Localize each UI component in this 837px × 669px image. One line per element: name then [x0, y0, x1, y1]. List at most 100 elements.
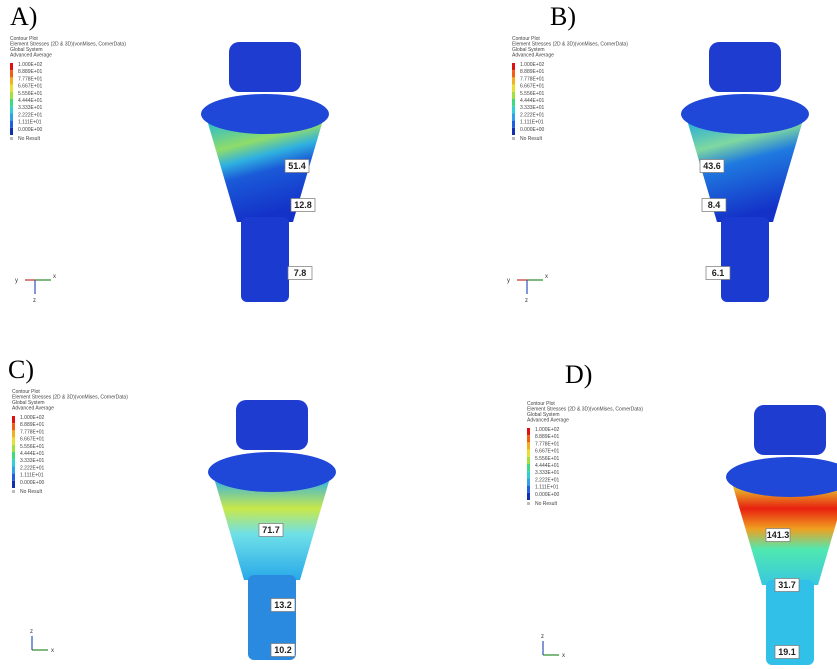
legend-value: 2.222E+01: [535, 477, 560, 483]
abutment-stem: [721, 217, 769, 302]
abutment-cap: [709, 42, 781, 92]
legend-value: 0.000E+00: [520, 127, 545, 133]
panel-label: B): [550, 2, 576, 31]
legend-value: 8.889E+01: [535, 434, 560, 440]
legend-swatch: [10, 113, 13, 120]
legend-swatch: [527, 428, 530, 435]
annotation: 141.3: [767, 530, 790, 540]
legend-swatch: [527, 457, 530, 464]
annotation: 10.2: [274, 645, 292, 655]
legend-swatch: [12, 490, 15, 493]
legend-swatch: [10, 106, 13, 113]
abutment-cap: [754, 405, 826, 455]
annotation: 12.8: [294, 200, 312, 210]
legend-swatch: [12, 466, 15, 473]
legend-swatch: [527, 464, 530, 471]
legend-swatch: [512, 70, 515, 77]
annotation: 31.7: [778, 580, 796, 590]
legend-value: 1.111E+01: [18, 120, 42, 126]
legend-swatch: [512, 113, 515, 120]
legend-value: 1.111E+01: [535, 485, 559, 491]
legend-header: Advanced Average: [512, 53, 554, 59]
legend-value: 5.556E+01: [535, 456, 560, 462]
legend-swatch: [10, 99, 13, 106]
legend-value: 5.556E+01: [20, 444, 45, 450]
legend-header: Advanced Average: [12, 406, 54, 412]
axis-label: z: [33, 298, 36, 304]
legend-swatch: [512, 128, 515, 135]
legend-swatch: [12, 474, 15, 481]
legend-value: 0.000E+00: [20, 480, 45, 486]
legend-value: 7.778E+01: [520, 76, 545, 82]
legend-value: 2.222E+01: [20, 465, 45, 471]
legend-swatch: [10, 137, 13, 140]
legend-none: No Result: [20, 489, 43, 495]
legend-swatch: [10, 77, 13, 84]
legend-swatch: [527, 442, 530, 449]
annotation: 8.4: [708, 200, 721, 210]
legend-swatch: [527, 502, 530, 505]
legend-value: 3.333E+01: [20, 458, 45, 464]
legend-value: 8.889E+01: [20, 422, 45, 428]
legend-none: No Result: [535, 501, 558, 507]
legend-swatch: [527, 486, 530, 493]
legend-swatch: [512, 63, 515, 70]
legend-value: 8.889E+01: [520, 69, 545, 75]
legend-swatch: [12, 445, 15, 452]
legend-swatch: [527, 435, 530, 442]
annotation: 6.1: [712, 268, 725, 278]
legend-swatch: [512, 106, 515, 113]
legend-swatch: [12, 452, 15, 459]
legend-swatch: [12, 438, 15, 445]
legend-value: 8.889E+01: [18, 69, 43, 75]
legend-header: Advanced Average: [527, 418, 569, 424]
abutment-cap: [236, 400, 308, 450]
legend-swatch: [512, 137, 515, 140]
legend-value: 4.444E+01: [18, 98, 43, 104]
axis-label: y: [507, 278, 510, 284]
abutment-flange: [201, 94, 329, 134]
panel-label: C): [8, 355, 34, 384]
legend-swatch: [10, 85, 13, 92]
legend-value: 6.667E+01: [520, 84, 545, 90]
axis-label: x: [562, 653, 565, 659]
axis-label: y: [15, 278, 18, 284]
legend-value: 0.000E+00: [535, 492, 560, 498]
legend-swatch: [10, 92, 13, 99]
legend-swatch: [527, 450, 530, 457]
legend-value: 1.000E+02: [18, 62, 43, 68]
axis-label: z: [525, 298, 528, 304]
abutment-stem: [241, 217, 289, 302]
abutment-cap: [229, 42, 301, 92]
legend-swatch: [512, 99, 515, 106]
legend-swatch: [527, 471, 530, 478]
legend-value: 7.778E+01: [20, 429, 45, 435]
legend-value: 3.333E+01: [18, 105, 43, 111]
legend-value: 4.444E+01: [20, 451, 45, 457]
legend-value: 1.000E+02: [520, 62, 545, 68]
annotation: 71.7: [262, 525, 280, 535]
annotation: 19.1: [778, 647, 796, 657]
legend-swatch: [12, 423, 15, 430]
legend-value: 0.000E+00: [18, 127, 43, 133]
legend-swatch: [12, 430, 15, 437]
legend-value: 1.111E+01: [20, 473, 44, 479]
legend-value: 6.667E+01: [20, 437, 45, 443]
axis-label: x: [545, 274, 548, 280]
axis-label: x: [53, 274, 56, 280]
legend-value: 7.778E+01: [18, 76, 43, 82]
legend-value: 1.000E+02: [535, 427, 560, 433]
annotation: 51.4: [288, 161, 306, 171]
legend-value: 1.000E+02: [20, 415, 45, 421]
legend-none: No Result: [18, 136, 41, 142]
legend-value: 3.333E+01: [535, 470, 560, 476]
legend-value: 6.667E+01: [535, 449, 560, 455]
legend-none: No Result: [520, 136, 543, 142]
legend-swatch: [12, 416, 15, 423]
legend-header: Advanced Average: [10, 53, 52, 59]
panel-label: A): [10, 2, 37, 31]
abutment-flange: [208, 452, 336, 492]
legend-value: 4.444E+01: [520, 98, 545, 104]
legend-value: 1.111E+01: [520, 120, 544, 126]
